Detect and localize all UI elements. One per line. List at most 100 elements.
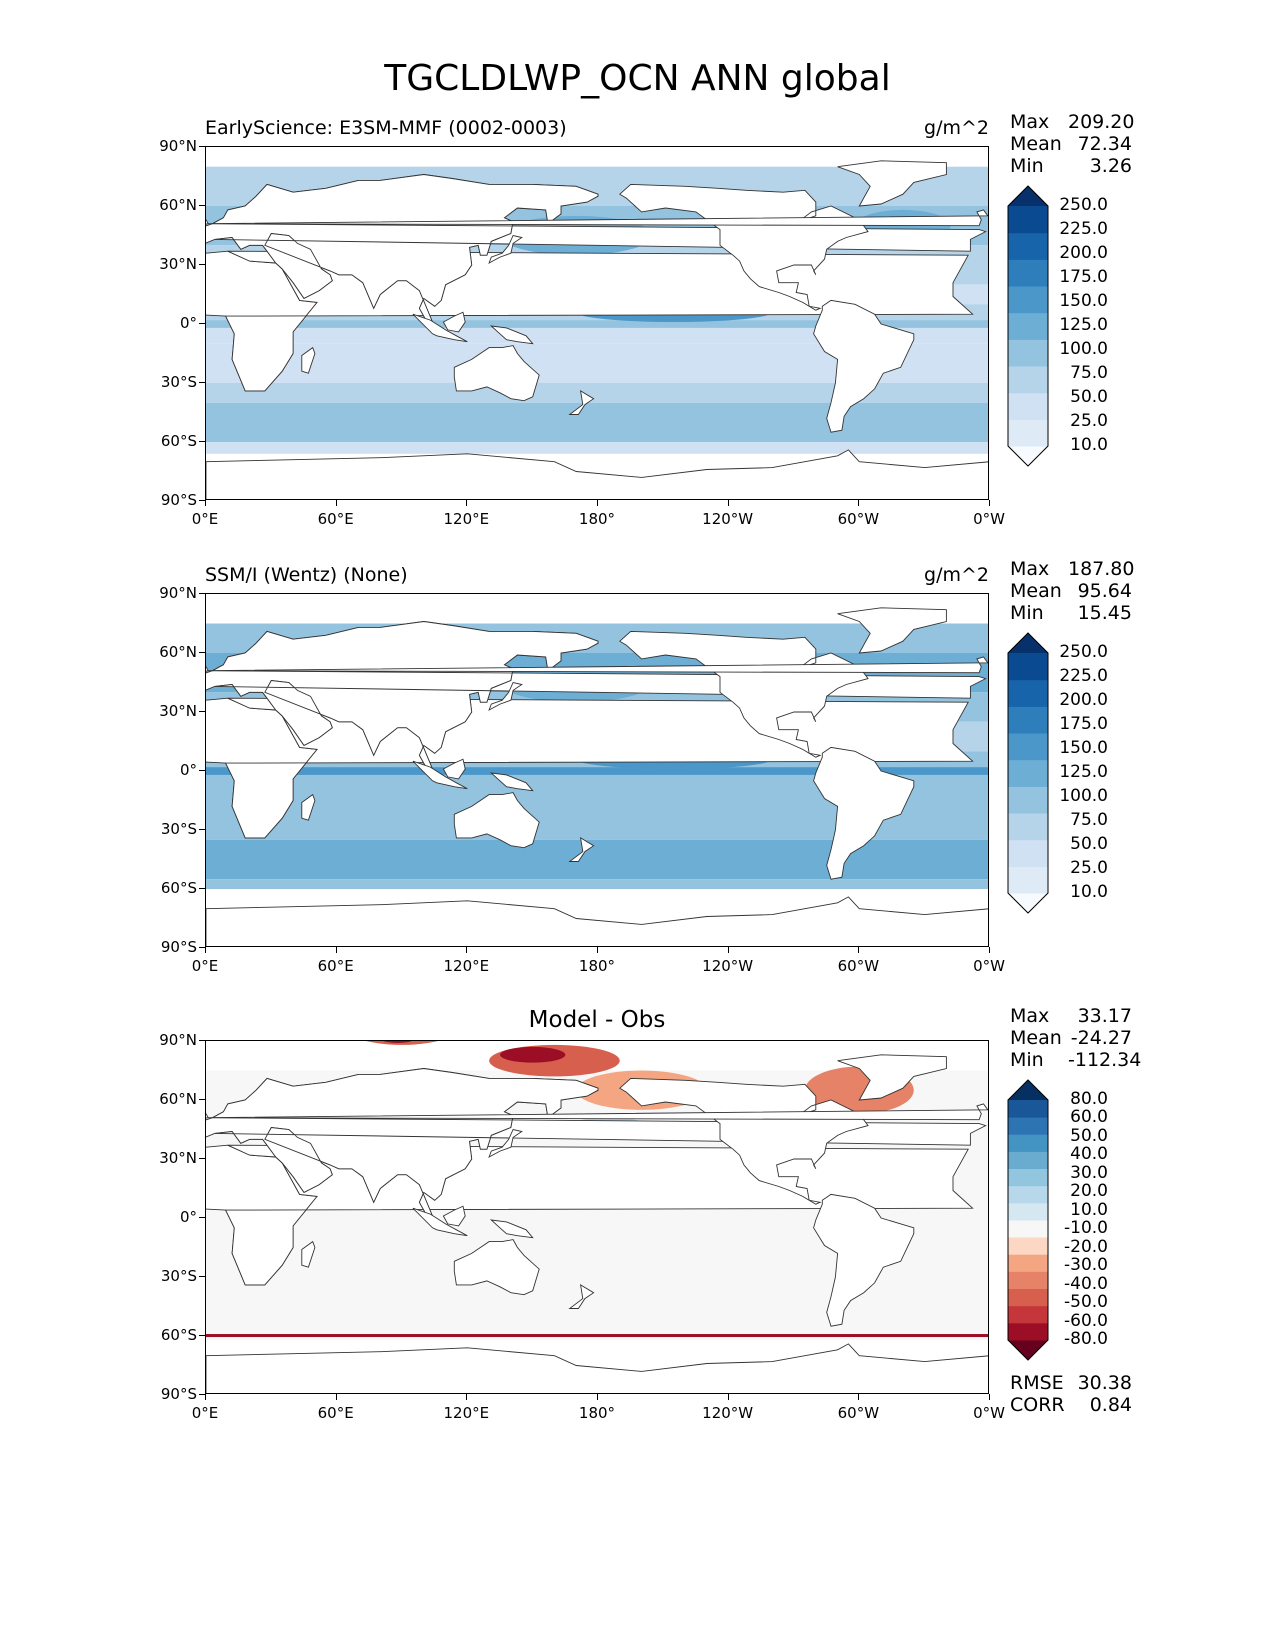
xtick-mark bbox=[858, 1394, 860, 1400]
xtick-mark bbox=[597, 947, 598, 953]
colorbar-swatch bbox=[1008, 1288, 1048, 1307]
colorbar-level-label: -80.0 bbox=[1064, 1329, 1108, 1349]
xtick-label: 60°W bbox=[837, 510, 880, 528]
xtick-mark bbox=[335, 1394, 337, 1400]
colorbar-swatch bbox=[1008, 1237, 1048, 1255]
xtick-mark bbox=[858, 500, 860, 506]
colorbar-level-label: 50.0 bbox=[1070, 1125, 1108, 1146]
colorbar-level-label: 80.0 bbox=[1070, 1089, 1108, 1109]
panel-title-difference: Model - Obs bbox=[528, 1007, 666, 1033]
xtick-mark bbox=[466, 1394, 468, 1400]
colorbar-level-label: 30.0 bbox=[1070, 1162, 1108, 1183]
uk-land bbox=[208, 656, 988, 674]
xtick-mark bbox=[989, 1394, 990, 1400]
ytick-mark bbox=[199, 652, 205, 653]
ytick-label: 90°S bbox=[160, 491, 197, 509]
indonesia-land bbox=[412, 313, 468, 343]
stat-row-min: Min 3.26 bbox=[1010, 155, 1132, 177]
ocean-band bbox=[206, 327, 988, 344]
xtick-mark bbox=[335, 500, 337, 506]
xtick-mark bbox=[205, 947, 206, 953]
ytick-label: 60°S bbox=[160, 432, 197, 450]
colorbar-level-label: 175.0 bbox=[1059, 714, 1108, 734]
antarctica-land bbox=[206, 1343, 988, 1393]
borneo-land bbox=[442, 311, 466, 333]
borneo-land bbox=[442, 758, 466, 780]
australia-land bbox=[453, 792, 540, 849]
ytick-mark bbox=[199, 500, 205, 501]
ytick-mark bbox=[199, 1217, 205, 1218]
colorbar-swatch bbox=[1008, 759, 1048, 787]
ytick-mark bbox=[199, 323, 205, 324]
colorbar-swatch bbox=[1008, 259, 1048, 287]
xtick-mark bbox=[989, 500, 990, 506]
ytick-mark bbox=[199, 829, 205, 830]
xtick-label: 0°E bbox=[191, 1404, 219, 1422]
colorbar-swatch bbox=[1008, 286, 1048, 314]
colorbar-swatch bbox=[1008, 312, 1048, 340]
colorbar-level-label: 10.0 bbox=[1070, 1199, 1108, 1220]
metric-value-corr: 0.84 bbox=[1089, 1394, 1132, 1416]
stat-row-mean: Mean 95.64 bbox=[1010, 580, 1132, 602]
stat-row-max: Max 33.17 bbox=[1010, 1005, 1132, 1027]
colorbar-level-label: 225.0 bbox=[1059, 219, 1108, 239]
antarctica-land bbox=[206, 896, 988, 946]
xtick-label: 0°W bbox=[973, 1404, 1005, 1422]
colorbar-swatch bbox=[1008, 653, 1048, 681]
australia-land bbox=[453, 1239, 540, 1296]
uk-land bbox=[208, 209, 988, 227]
eurasia-land bbox=[212, 174, 987, 323]
xtick-label: 0°W bbox=[973, 957, 1005, 975]
colorbar-level-label: 75.0 bbox=[1070, 810, 1108, 830]
panel-units-reference: g/m^2 bbox=[924, 564, 989, 586]
stat-value-min: 3.26 bbox=[1089, 155, 1132, 177]
indonesia-land bbox=[412, 1207, 468, 1237]
stat-label-mean: Mean bbox=[1010, 1027, 1062, 1049]
xtick-label: 0°W bbox=[973, 510, 1005, 528]
xtick-label: 60°W bbox=[837, 1404, 880, 1422]
colorbar-extend-bottom bbox=[1008, 446, 1048, 466]
colorbar-level-label: 25.0 bbox=[1070, 411, 1108, 431]
madagascar-land bbox=[301, 793, 316, 821]
samerica-land bbox=[813, 299, 915, 433]
samerica-land bbox=[813, 746, 915, 880]
indonesia-land bbox=[412, 760, 468, 790]
xtick-label: 120°E bbox=[443, 510, 490, 528]
stat-label-mean: Mean bbox=[1010, 580, 1062, 602]
ytick-label: 0° bbox=[179, 761, 197, 779]
newguinea-land bbox=[489, 772, 534, 792]
colorbar-level-label: -60.0 bbox=[1064, 1310, 1108, 1331]
namerica-land bbox=[619, 183, 869, 311]
stat-value-max: 33.17 bbox=[1077, 1005, 1132, 1027]
colorbar-level-label: 150.0 bbox=[1059, 738, 1108, 758]
colorbar-level-label: 60.0 bbox=[1070, 1107, 1108, 1128]
colorbar-level-label: 10.0 bbox=[1070, 882, 1108, 902]
colorbar-swatch bbox=[1008, 419, 1048, 447]
xtick-label: 60°E bbox=[317, 957, 354, 975]
colorbar-swatch bbox=[1008, 1220, 1048, 1238]
newguinea-land bbox=[489, 1219, 534, 1239]
stat-label-min: Min bbox=[1010, 1049, 1044, 1071]
ytick-mark bbox=[199, 1394, 205, 1395]
colorbar-level-label: -20.0 bbox=[1064, 1236, 1108, 1257]
colorbar-extend-bottom bbox=[1008, 1340, 1048, 1360]
uk-land bbox=[208, 1103, 988, 1121]
japan-land bbox=[488, 681, 523, 711]
anomaly-blob bbox=[500, 1046, 566, 1063]
ytick-mark bbox=[199, 205, 205, 206]
map-canvas bbox=[206, 607, 988, 946]
colorbar-level-label: 200.0 bbox=[1059, 243, 1108, 263]
ytick-label: 90°S bbox=[160, 938, 197, 956]
metrics-difference: RMSE 30.38 CORR 0.84 bbox=[1010, 1372, 1132, 1416]
stat-row-max: Max 209.20 bbox=[1010, 111, 1134, 133]
ytick-mark bbox=[199, 593, 205, 594]
xtick-mark bbox=[727, 947, 729, 953]
stat-label-min: Min bbox=[1010, 602, 1044, 624]
samerica-land bbox=[813, 1193, 915, 1327]
ocean-band bbox=[206, 839, 988, 860]
colorbar-swatch bbox=[1008, 1202, 1048, 1221]
xtick-mark bbox=[466, 500, 468, 506]
metric-row-rmse: RMSE 30.38 bbox=[1010, 1372, 1132, 1394]
map-test bbox=[205, 146, 989, 500]
xtick-mark bbox=[858, 947, 860, 953]
